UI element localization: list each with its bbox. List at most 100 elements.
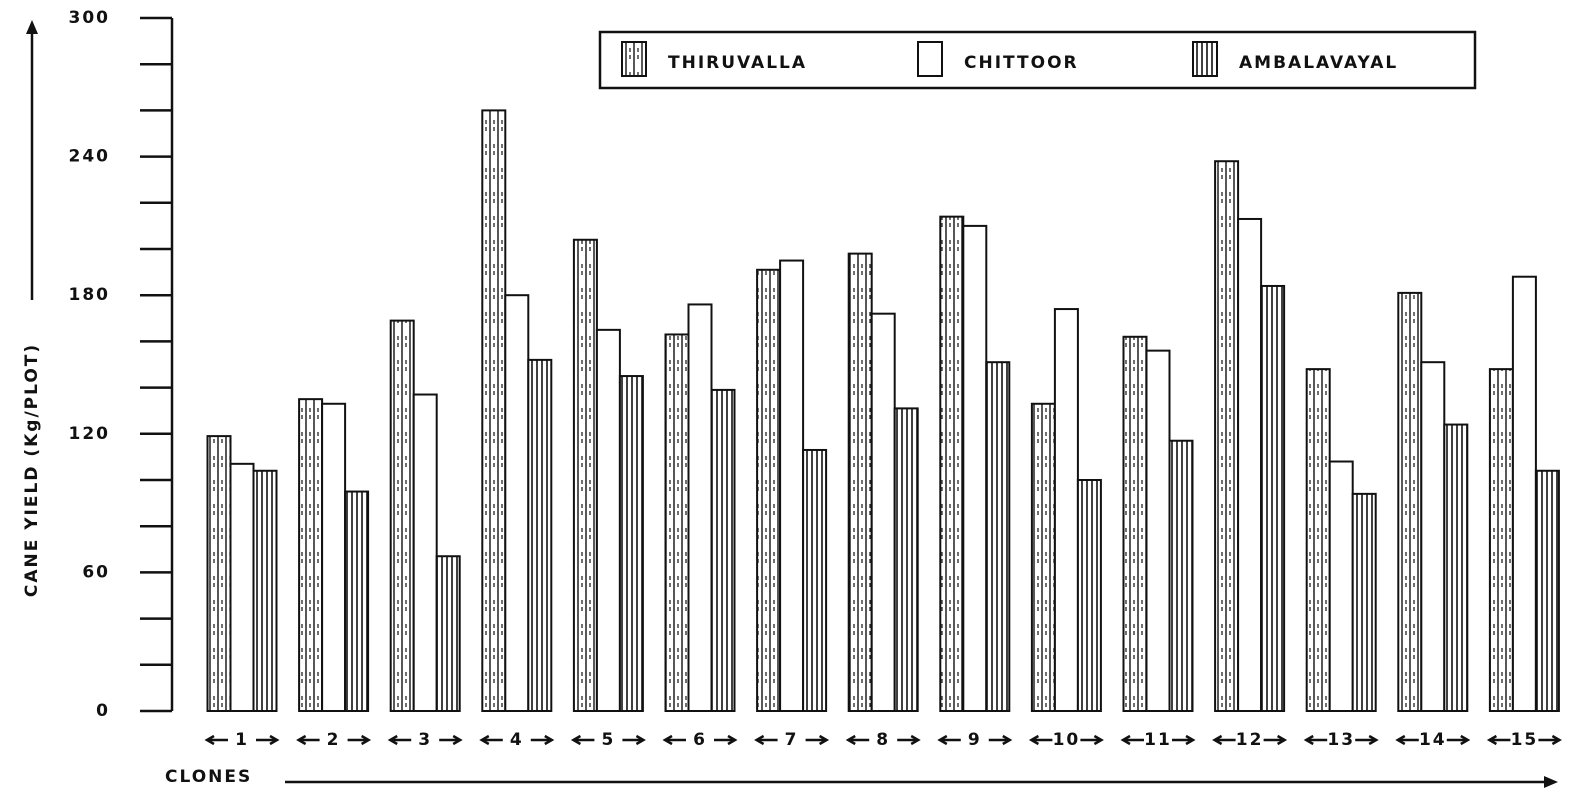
bar: [1214, 160, 1240, 713]
bar: [802, 448, 828, 712]
x-tick-arrowhead: [1368, 734, 1379, 746]
bar: [229, 462, 255, 712]
x-tick-label: 15: [1511, 730, 1539, 750]
y-tick-label: 60: [82, 562, 110, 582]
bar: [1260, 284, 1286, 712]
x-tick-label: 10: [1053, 730, 1081, 750]
x-tick-arrowhead: [269, 734, 280, 746]
bar: [1168, 439, 1194, 712]
legend-swatch: [621, 41, 647, 77]
x-tick-arrowhead: [635, 734, 646, 746]
bar: [1488, 368, 1514, 712]
bar: [389, 319, 415, 712]
bar: [779, 259, 805, 712]
x-tick-arrowhead: [754, 734, 765, 746]
bar: [206, 435, 232, 712]
bar: [1397, 291, 1423, 712]
bar: [1145, 349, 1171, 712]
bar: [1511, 275, 1537, 712]
bar: [985, 361, 1011, 712]
y-tick-label: 180: [69, 285, 111, 305]
bar: [1053, 308, 1079, 712]
y-axis-label: CANE YIELD (Kg/PLOT): [22, 343, 42, 597]
x-tick-arrowhead: [1028, 734, 1040, 746]
bar: [412, 393, 438, 712]
bar: [687, 303, 713, 712]
x-tick-label: 13: [1327, 730, 1355, 750]
x-tick-arrowhead: [296, 734, 307, 746]
x-tick-arrowhead: [387, 734, 398, 746]
x-tick-arrowhead: [1002, 734, 1013, 746]
y-label-arrowhead: [26, 20, 38, 34]
legend-swatch: [1192, 41, 1218, 77]
x-label-arrowhead: [1544, 776, 1558, 788]
x-tick-label: 2: [327, 730, 341, 750]
x-tick-label: 8: [876, 730, 890, 750]
x-tick-arrowhead: [727, 734, 738, 746]
x-tick-arrowhead: [1486, 734, 1498, 746]
bar: [847, 252, 873, 712]
bar: [1328, 460, 1354, 712]
x-tick-arrowhead: [360, 734, 372, 746]
y-tick-label: 120: [69, 424, 111, 444]
bar: [710, 388, 736, 712]
x-tick-label: 6: [693, 730, 707, 750]
bar: [527, 358, 553, 712]
bar: [504, 294, 530, 712]
bar: [435, 555, 461, 712]
x-tick-label: 9: [968, 730, 982, 750]
x-axis-label: CLONES: [165, 767, 252, 787]
y-tick-label: 0: [96, 701, 110, 721]
bar: [664, 333, 690, 712]
legend-swatch: [917, 41, 943, 77]
x-tick-arrowhead: [818, 734, 830, 746]
x-tick-arrowhead: [1395, 734, 1406, 746]
bar: [1030, 402, 1056, 712]
bar: [344, 490, 370, 712]
x-tick-arrowhead: [1551, 734, 1562, 746]
x-tick-arrowhead: [479, 734, 490, 746]
x-tick-label: 3: [418, 730, 432, 750]
x-tick-label: 14: [1419, 730, 1447, 750]
y-tick-label: 300: [69, 8, 111, 28]
bar: [1122, 335, 1148, 712]
bar: [595, 328, 621, 712]
bar: [893, 407, 919, 712]
x-tick-arrowhead: [544, 734, 555, 746]
bar: [962, 224, 988, 712]
legend-label: THIRUVALLA: [668, 53, 807, 73]
x-tick-label: 4: [510, 730, 524, 750]
x-tick-arrowhead: [1120, 734, 1131, 746]
bar: [481, 109, 507, 712]
x-tick-arrowhead: [1212, 734, 1223, 746]
bar: [1305, 368, 1331, 712]
x-tick-label: 1: [235, 730, 249, 750]
x-tick-arrowhead: [910, 734, 921, 746]
bar: [1534, 469, 1560, 713]
bar: [618, 375, 644, 712]
x-tick-arrowhead: [452, 734, 463, 746]
bar: [870, 312, 896, 712]
y-tick-label: 240: [69, 147, 111, 167]
x-tick-arrowhead: [1276, 734, 1288, 746]
bar: [252, 469, 278, 713]
bar: [1420, 361, 1446, 712]
legend-label: AMBALAVAYAL: [1239, 53, 1398, 73]
x-tick-arrowhead: [845, 734, 856, 746]
bar: [756, 268, 782, 712]
bar: [1237, 217, 1263, 712]
legend-box: [598, 30, 1477, 90]
legend-label: CHITTOOR: [964, 53, 1079, 73]
x-tick-arrowhead: [1460, 734, 1471, 746]
bar: [321, 402, 347, 712]
bar: [298, 398, 324, 712]
x-tick-label: 5: [601, 730, 615, 750]
x-tick-arrowhead: [1185, 734, 1196, 746]
x-tick-arrowhead: [662, 734, 673, 746]
x-tick-arrowhead: [1303, 734, 1314, 746]
x-tick-label: 11: [1144, 730, 1172, 750]
x-tick-label: 12: [1236, 730, 1264, 750]
bar: [939, 215, 965, 712]
bar: [572, 238, 598, 712]
